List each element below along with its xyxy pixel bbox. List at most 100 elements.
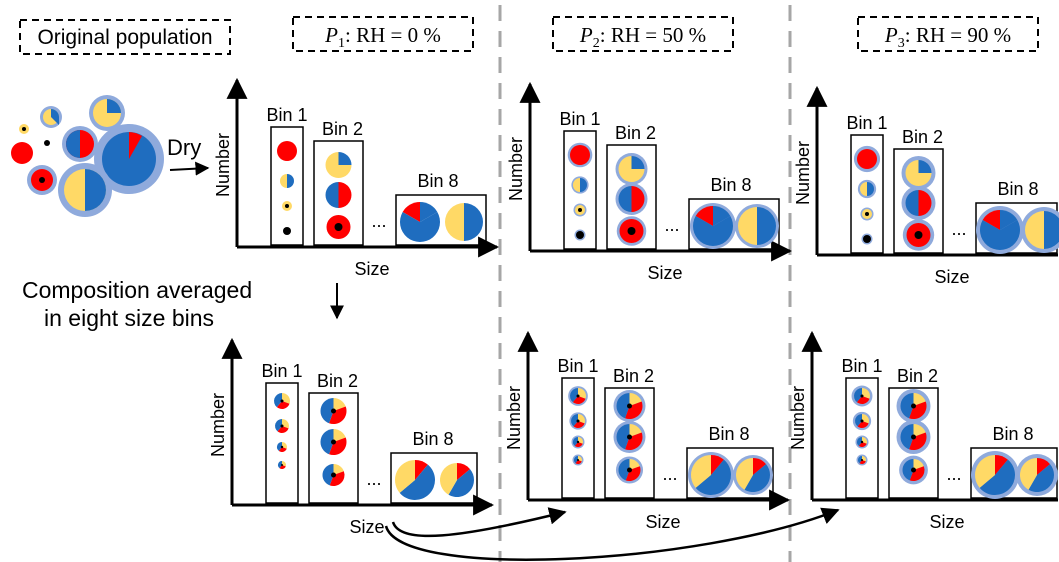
particle [94, 124, 164, 194]
particle [571, 435, 585, 449]
particle [275, 419, 289, 434]
bin-8-label: Bin 8 [710, 175, 751, 195]
svg-text:P3: RH = 90 %: P3: RH = 90 % [884, 23, 1011, 51]
particle [445, 203, 483, 241]
panel-p3-bottom: Number Size Bin 1 Bin 2 Bin 8... [788, 330, 1058, 532]
panel-p3-top: Number Size Bin 1 Bin 2 Bin 8... [793, 85, 1059, 287]
bin-1-box [563, 130, 597, 250]
curved-arrow-to-p3 [384, 507, 840, 561]
particle [733, 455, 773, 495]
axis-label-x: Size [354, 259, 389, 279]
panels: Number Size Bin 1 Bin 2 Bin 8... Number Size Bi… [208, 77, 1059, 537]
particle [971, 451, 1019, 499]
axis-label-y: Number [506, 137, 526, 201]
particle [569, 412, 587, 430]
panel-p2-bottom: Number Size Bin 1 Bin 2 Bin 8... [504, 330, 791, 532]
particle [44, 140, 50, 146]
particle [277, 442, 287, 453]
bin-8-box [688, 198, 780, 250]
scenario-box-p1: P1: RH = 0 % [292, 16, 474, 52]
bin-2-box [606, 144, 657, 250]
axis-label-y: Number [208, 393, 228, 457]
particle [690, 203, 736, 249]
particle [901, 186, 936, 220]
bin-1-label: Bin 1 [261, 361, 302, 381]
bin-2-box [604, 387, 655, 499]
particle [62, 126, 98, 162]
bin-8-box [395, 194, 487, 246]
dry-label: Dry [167, 135, 201, 160]
axis-label-x: Size [647, 263, 682, 283]
scenario-box-p3: P3: RH = 90 % [857, 16, 1039, 52]
axis-label-x: Size [645, 512, 680, 532]
bin-1-box [561, 377, 595, 499]
bin-1-box [270, 126, 304, 246]
bin-8-label: Bin 8 [708, 424, 749, 444]
particle [853, 145, 881, 173]
bin-8-box [686, 447, 774, 499]
particle [735, 204, 779, 248]
particle [901, 156, 936, 190]
bin-2-label: Bin 2 [897, 366, 938, 386]
particle [613, 421, 646, 453]
dry-arrow [169, 161, 210, 176]
axis-label-x: Size [349, 517, 384, 537]
particle [325, 182, 352, 208]
scenario-symbol: P [324, 23, 338, 47]
scenario-text: : RH = 50 % [600, 23, 706, 47]
particle [852, 411, 872, 431]
bin-1-label: Bin 1 [557, 356, 598, 376]
original-population-particles [11, 95, 164, 217]
ellipsis: ... [951, 219, 966, 239]
particle [278, 461, 286, 469]
particle [574, 229, 586, 241]
particle [855, 435, 869, 449]
ellipsis: ... [366, 469, 381, 489]
particle [277, 141, 297, 161]
bin-2-label: Bin 2 [613, 366, 654, 386]
particle [976, 206, 1024, 254]
svg-text:P2: RH = 50 %: P2: RH = 50 % [579, 23, 706, 51]
scenario-text: : RH = 90 % [905, 23, 1011, 47]
scenario-box-p2: P2: RH = 50 % [552, 16, 734, 52]
particle [573, 203, 587, 217]
bin-8-label: Bin 8 [412, 429, 453, 449]
scenario-subscript: 2 [593, 36, 600, 51]
bin-1-box [845, 377, 879, 499]
particle [19, 124, 29, 134]
particle [58, 163, 112, 217]
bin-8-label: Bin 8 [992, 424, 1033, 444]
composition-label-line2: in eight size bins [44, 305, 214, 331]
scenario-symbol: P [884, 23, 898, 47]
particle [896, 389, 931, 423]
particle [688, 452, 734, 498]
original-population-label: Original population [37, 26, 212, 49]
axis-label-y: Number [793, 141, 813, 205]
scenario-text: : RH = 0 % [345, 23, 441, 47]
particle [89, 95, 125, 131]
particle [615, 153, 648, 185]
bin-2-box [308, 392, 359, 504]
particle [326, 215, 351, 239]
particle [439, 463, 475, 498]
particle [322, 464, 345, 486]
bin-8-box [390, 452, 478, 504]
particle [27, 165, 57, 195]
particle [282, 201, 292, 211]
bin-2-box [888, 387, 939, 499]
particle [613, 390, 646, 422]
particle [1016, 454, 1058, 496]
axis-label-y: Number [213, 133, 233, 197]
particle [851, 385, 873, 407]
scenario-subscript: 3 [898, 36, 905, 51]
svg-text:P1: RH = 0 %: P1: RH = 0 % [324, 23, 441, 51]
particle [283, 227, 291, 235]
bin-2-label: Bin 2 [902, 127, 943, 147]
bin-8-label: Bin 8 [417, 171, 458, 191]
bin-1-label: Bin 1 [266, 105, 307, 125]
scenario-symbol: P [579, 23, 593, 47]
particle [899, 455, 928, 485]
curved-arrow-to-p2 [391, 507, 567, 538]
axis-label-x: Size [934, 267, 969, 287]
